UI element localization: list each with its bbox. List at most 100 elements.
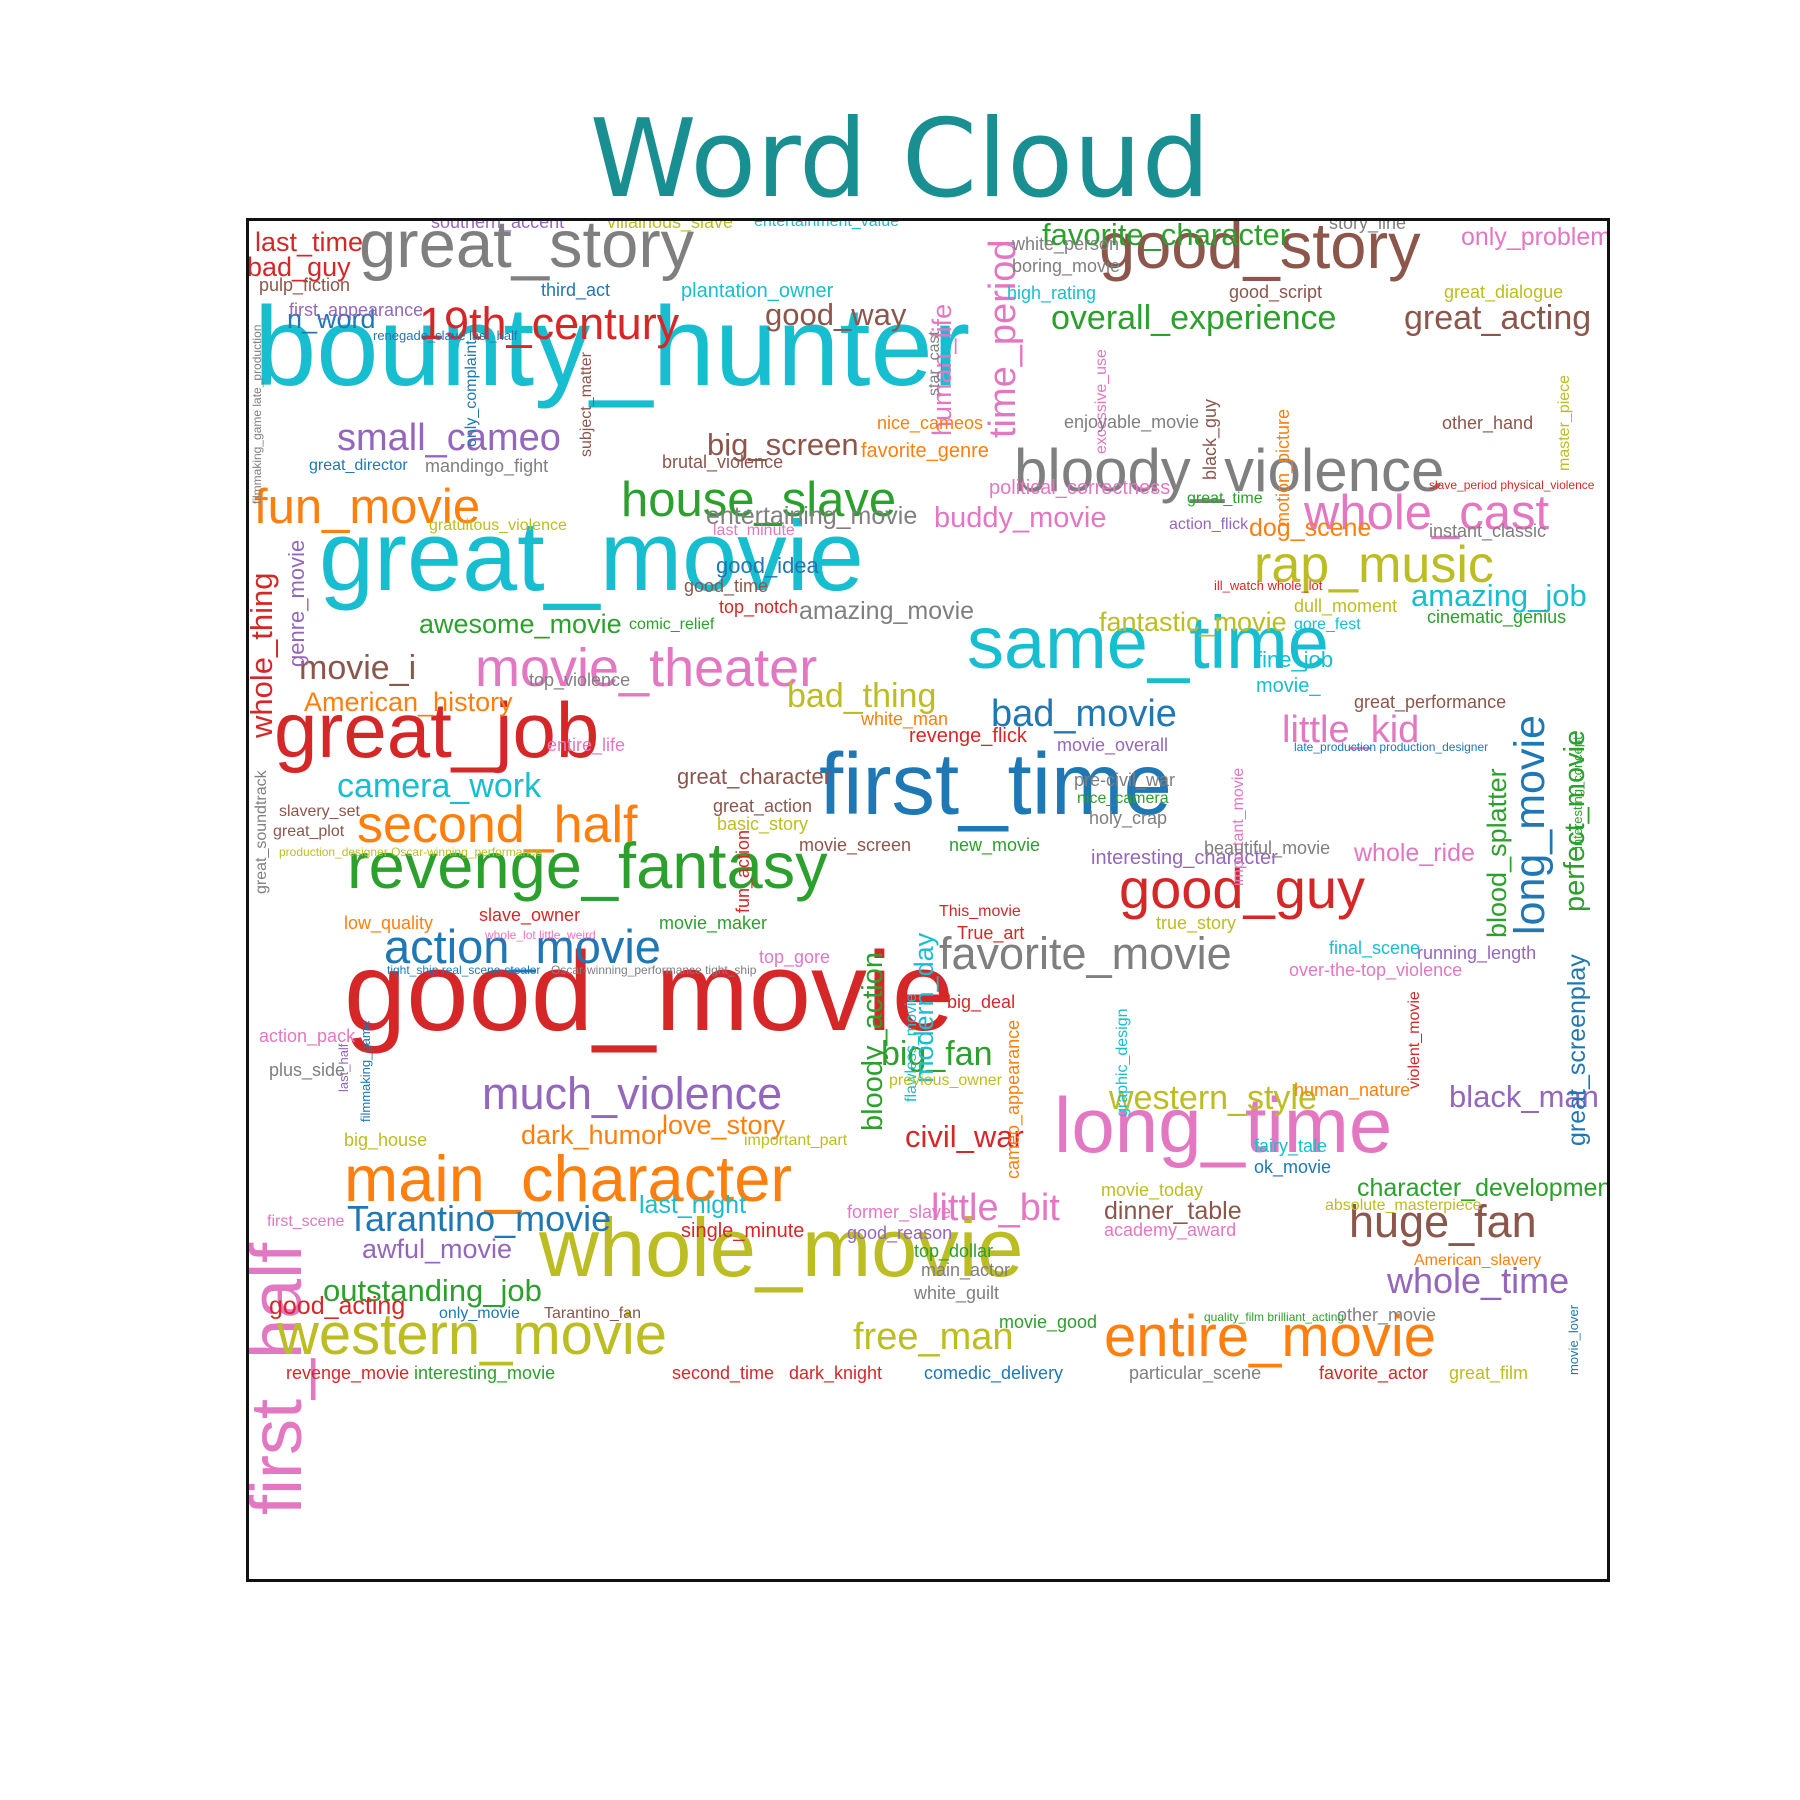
word-small-cameo: small_cameo	[337, 417, 561, 459]
word-second-time: second_time	[672, 1363, 775, 1383]
word-main-actor: main_actor	[921, 1260, 1011, 1280]
word-important-movie: important_movie	[1230, 767, 1247, 886]
word-fairy-tale: fairy_tale	[1254, 1136, 1328, 1156]
word-great-story: great_story	[359, 218, 695, 282]
word-interesting-character: interesting_character	[1091, 847, 1278, 869]
word-entire-life: entire_life	[547, 735, 626, 755]
word-motion-picture: motion_picture	[1273, 408, 1293, 528]
word-southern-accent: southern_accent	[431, 218, 565, 232]
word-true-story: true_story	[1156, 913, 1237, 933]
word-movie-today: movie_today	[1101, 1180, 1204, 1200]
word-dog-scene: dog_scene	[1249, 514, 1372, 542]
word-genre-movie: genre_movie	[284, 539, 309, 667]
word-new-movie: new_movie	[949, 835, 1041, 855]
word-plantation-owner: plantation_owner	[681, 280, 834, 302]
word-19th-century: 19th_century	[419, 298, 680, 349]
word-gratuitous-violence: gratuitous_violence	[429, 517, 567, 534]
word-fun-action: fun_action	[733, 829, 753, 913]
word-only-movie: only_movie	[439, 1305, 520, 1322]
word-movie-lover: movie_lover	[1566, 1305, 1581, 1376]
word-important-part: important_part	[744, 1132, 848, 1149]
word-only-complaint: only_complaint	[463, 340, 480, 448]
word-last-minute: last_minute	[713, 522, 795, 539]
word-tight-ship-real-scene-stealer: tight_ship real_scene-stealer	[387, 963, 541, 977]
word-oscar-winning-performance-tight-ship: Oscar-winning_performance tight_ship	[551, 963, 757, 977]
word-same-time: same_time	[967, 601, 1329, 684]
word-big-screen: big_screen	[707, 427, 859, 462]
word-movie: movie_	[1256, 675, 1321, 697]
word-great-movie: great_movie	[319, 500, 864, 611]
word-enjoyable-movie: enjoyable_movie	[1064, 412, 1200, 432]
word-outstanding-job: outstanding_job	[323, 1273, 542, 1308]
word-brutal-violence: brutal_violence	[662, 452, 784, 472]
word-rap-music: rap_music	[1254, 536, 1494, 594]
word-ill-watch-whole-lot: ill_watch whole_lot	[1214, 578, 1323, 593]
word-n-word: n_word	[287, 304, 376, 334]
word-long-time: long_time	[1054, 1081, 1393, 1169]
word-revenge-fantasy: revenge_fantasy	[347, 829, 828, 902]
word-good-reason: good_reason	[847, 1223, 953, 1243]
word-bloody-action: bloody_action	[857, 952, 889, 1132]
word-human-nature: human_nature	[1294, 1080, 1411, 1100]
word-long-movie: long_movie	[1506, 714, 1554, 935]
word-other-movie: other_movie	[1337, 1305, 1437, 1325]
word-holy-crap: holy_crap	[1089, 808, 1168, 828]
word-american-history: American_history	[304, 687, 513, 717]
word-little-bit: little_bit	[931, 1187, 1060, 1229]
word-filmmaking-game-late-production: filmmaking_game late_production	[250, 325, 264, 505]
word-comedic-delivery: comedic_delivery	[924, 1363, 1064, 1383]
word-great-performance: great_performance	[1354, 692, 1507, 712]
word-blood-splatter: blood_splatter	[1482, 767, 1512, 938]
word-good-story: good_story	[1099, 218, 1421, 282]
word-quality-film-brilliant-acting: quality_film brilliant_acting	[1204, 1310, 1345, 1324]
word-previous-owner: previous_owner	[889, 1072, 1002, 1089]
word-violent-movie: violent_movie	[1406, 991, 1423, 1090]
word-entertainment-value: entertainment_value	[754, 218, 899, 230]
word-white-person: white_person	[1012, 234, 1120, 254]
word-whole-ride: whole_ride	[1354, 839, 1475, 867]
word-other-hand: other_hand	[1442, 413, 1534, 433]
word-fantastic-movie: fantastic_movie	[1099, 607, 1287, 637]
word-instant-classic: instant_classic	[1429, 521, 1547, 541]
word-basic-story: basic_story	[717, 814, 809, 834]
word-over-the-top-violence: over-the-top_violence	[1289, 960, 1463, 980]
word-black-man: black_man	[1449, 1079, 1599, 1114]
word-little-kid: little_kid	[1282, 709, 1420, 751]
word-character-development: character_development	[1357, 1174, 1610, 1202]
word-absolute-masterpiece: absolute_masterpiece	[1325, 1197, 1482, 1214]
word-first-scene: first_scene	[267, 1213, 345, 1230]
word-former-slave: former_slave	[847, 1202, 952, 1222]
word-action-pack: action_pack	[259, 1026, 356, 1046]
word-top-dollar: top_dollar	[914, 1241, 994, 1261]
word-movie-theater: movie_theater	[475, 638, 818, 698]
word-low-quality: low_quality	[344, 913, 434, 933]
word-third-act: third_act	[541, 280, 611, 300]
word-villainous-slave: villainous_slave	[607, 218, 734, 232]
word-great-director: great_director	[309, 457, 408, 474]
word-story-line: story_line	[1329, 218, 1407, 233]
word-great-soundtrack: great_soundtrack	[253, 770, 270, 895]
word-last-time: last_time	[255, 227, 364, 257]
word-white-guilt: white_guilt	[914, 1283, 1000, 1303]
word-white-man: white_man	[861, 709, 949, 729]
word-interesting-movie: interesting_movie	[414, 1363, 556, 1383]
word-slavery-set: slavery_set	[279, 803, 360, 820]
word-star-cast: star_cast	[926, 330, 943, 396]
word-much-violence: much_violence	[482, 1068, 783, 1119]
word-amazing-job: amazing_job	[1411, 578, 1587, 613]
word-whole-time: whole_time	[1387, 1260, 1570, 1301]
word-nice-camera: nice_camera	[1077, 790, 1169, 807]
word-favorite-movie: favorite_movie	[939, 928, 1232, 979]
word-bloody-violence: bloody_violence	[1014, 437, 1445, 504]
word-entire-movie: entire_movie	[1104, 1304, 1437, 1369]
word-good-time: good_time	[684, 576, 769, 596]
word-nice-cameos: nice_cameos	[877, 413, 984, 433]
word-true-art: True_art	[957, 923, 1025, 943]
word-renegade-slave-last-half: renegade_slave last_half	[373, 328, 518, 343]
word-movie-good: movie_good	[999, 1312, 1098, 1332]
word-tarantino-fan: Tarantino_fan	[544, 1305, 641, 1322]
word-whole-thing: whole_thing	[246, 572, 279, 739]
word-dark-knight: dark_knight	[789, 1363, 883, 1383]
word-huge-fan: huge_fan	[1349, 1196, 1537, 1247]
word-entertaining-movie: entertaining_movie	[706, 502, 918, 530]
